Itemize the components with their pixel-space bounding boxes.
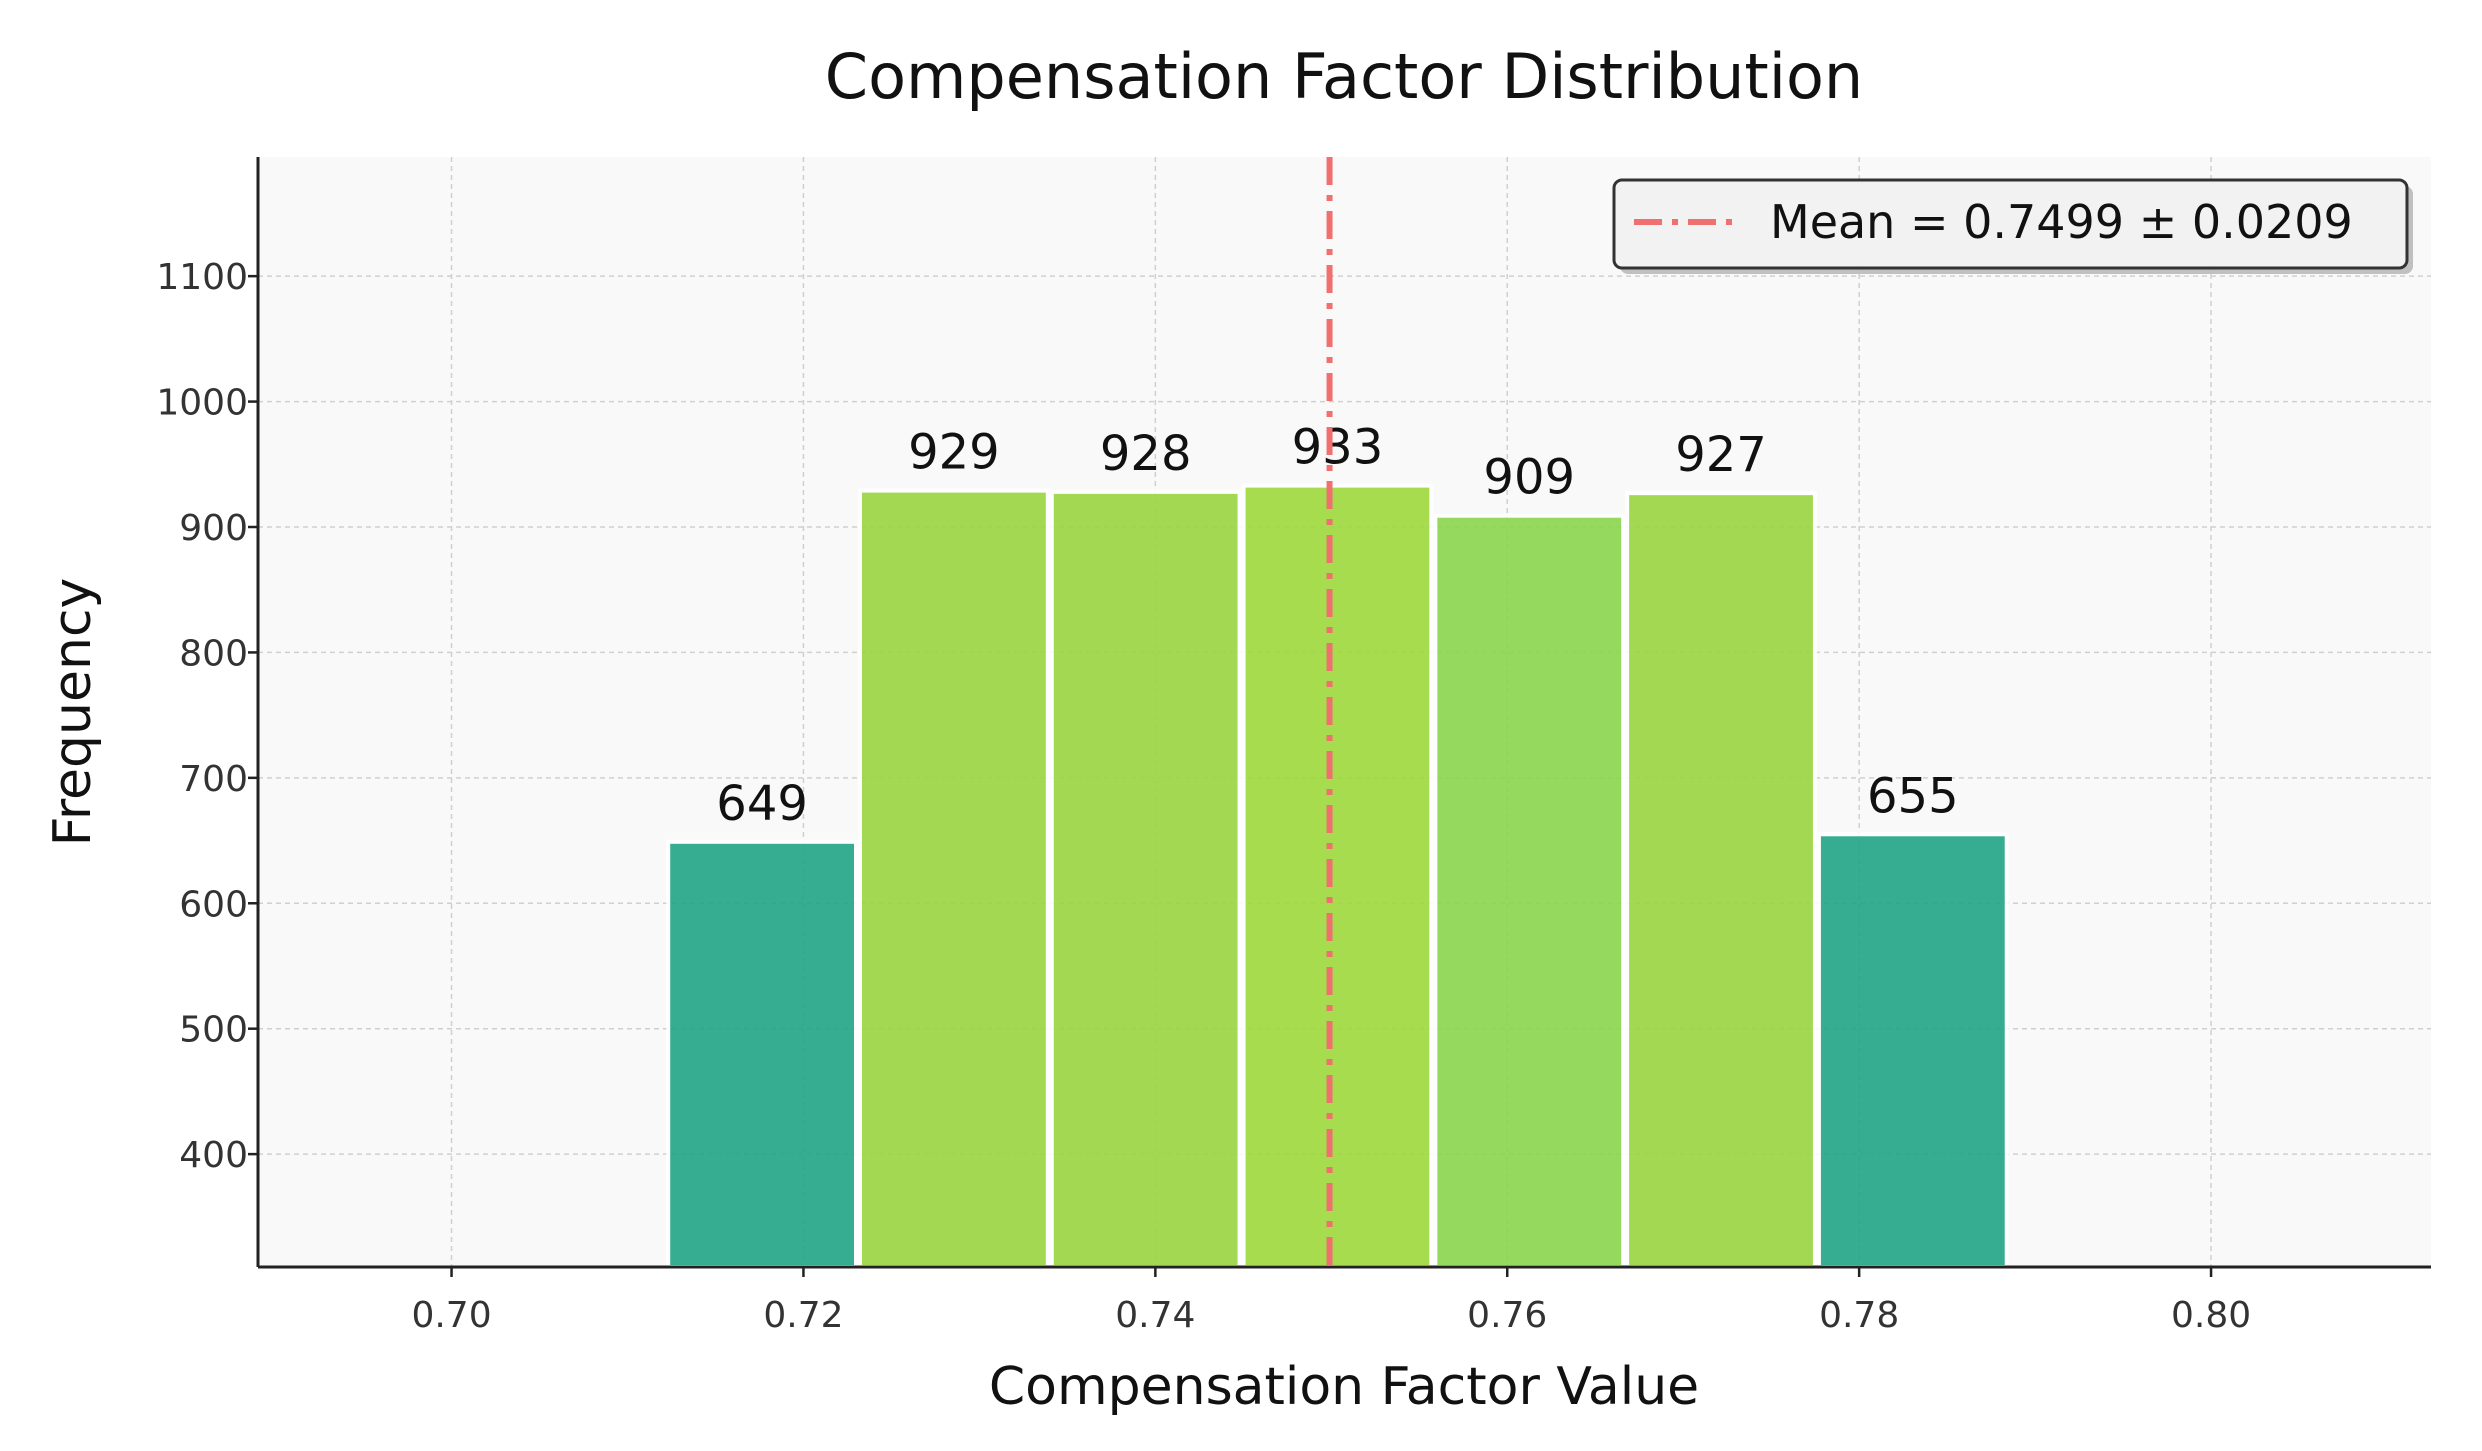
- bar: [1433, 513, 1626, 1269]
- x-tick-label: 0.80: [2171, 1295, 2251, 1336]
- x-tick-label: 0.78: [1819, 1295, 1899, 1336]
- x-tick-label: 0.74: [1115, 1295, 1195, 1336]
- y-tick-label: 900: [179, 508, 248, 549]
- bars: [666, 483, 2009, 1269]
- bar-value-label: 909: [1483, 450, 1575, 506]
- bar: [1625, 491, 1817, 1269]
- bar: [1241, 483, 1434, 1269]
- bar-value-label: 933: [1292, 420, 1384, 476]
- y-tick-label: 1100: [156, 257, 248, 298]
- grid-lines: [258, 157, 2431, 1267]
- chart-title: Compensation Factor Distribution: [825, 40, 1863, 113]
- y-tick-label: 800: [179, 633, 248, 674]
- bar-value-label: 655: [1867, 768, 1959, 824]
- bar-labels: 649 929 928 933 909 927 655: [716, 420, 1958, 832]
- bar: [1816, 832, 2009, 1269]
- y-tick-label: 1000: [156, 383, 248, 424]
- y-tick-label: 400: [179, 1135, 248, 1176]
- bar-value-label: 929: [908, 425, 1000, 481]
- legend-entry-label: Mean = 0.7499 ± 0.0209: [1770, 195, 2353, 249]
- y-tick-label: 600: [179, 884, 248, 925]
- x-tick-label: 0.72: [763, 1295, 843, 1336]
- bar-value-label: 928: [1100, 426, 1192, 482]
- legend: Mean = 0.7499 ± 0.0209: [1612, 178, 2413, 274]
- bar: [1049, 489, 1242, 1269]
- bar: [857, 488, 1050, 1269]
- x-tick-label: 0.76: [1467, 1295, 1547, 1336]
- bar-value-label: 927: [1675, 427, 1767, 483]
- x-tick-label: 0.70: [411, 1295, 491, 1336]
- x-ticks: 0.70 0.72 0.74 0.76 0.78 0.80: [411, 1267, 2251, 1336]
- bar-value-label: 649: [716, 776, 808, 832]
- y-tick-label: 700: [179, 759, 248, 800]
- y-axis-label: Frequency: [43, 578, 103, 847]
- y-ticks: 400 500 600 700 800 900 1000 1100: [156, 257, 258, 1176]
- x-axis-label: Compensation Factor Value: [989, 1357, 1699, 1417]
- y-tick-label: 500: [179, 1010, 248, 1051]
- bar: [666, 839, 858, 1269]
- legend-box: [1612, 178, 2409, 270]
